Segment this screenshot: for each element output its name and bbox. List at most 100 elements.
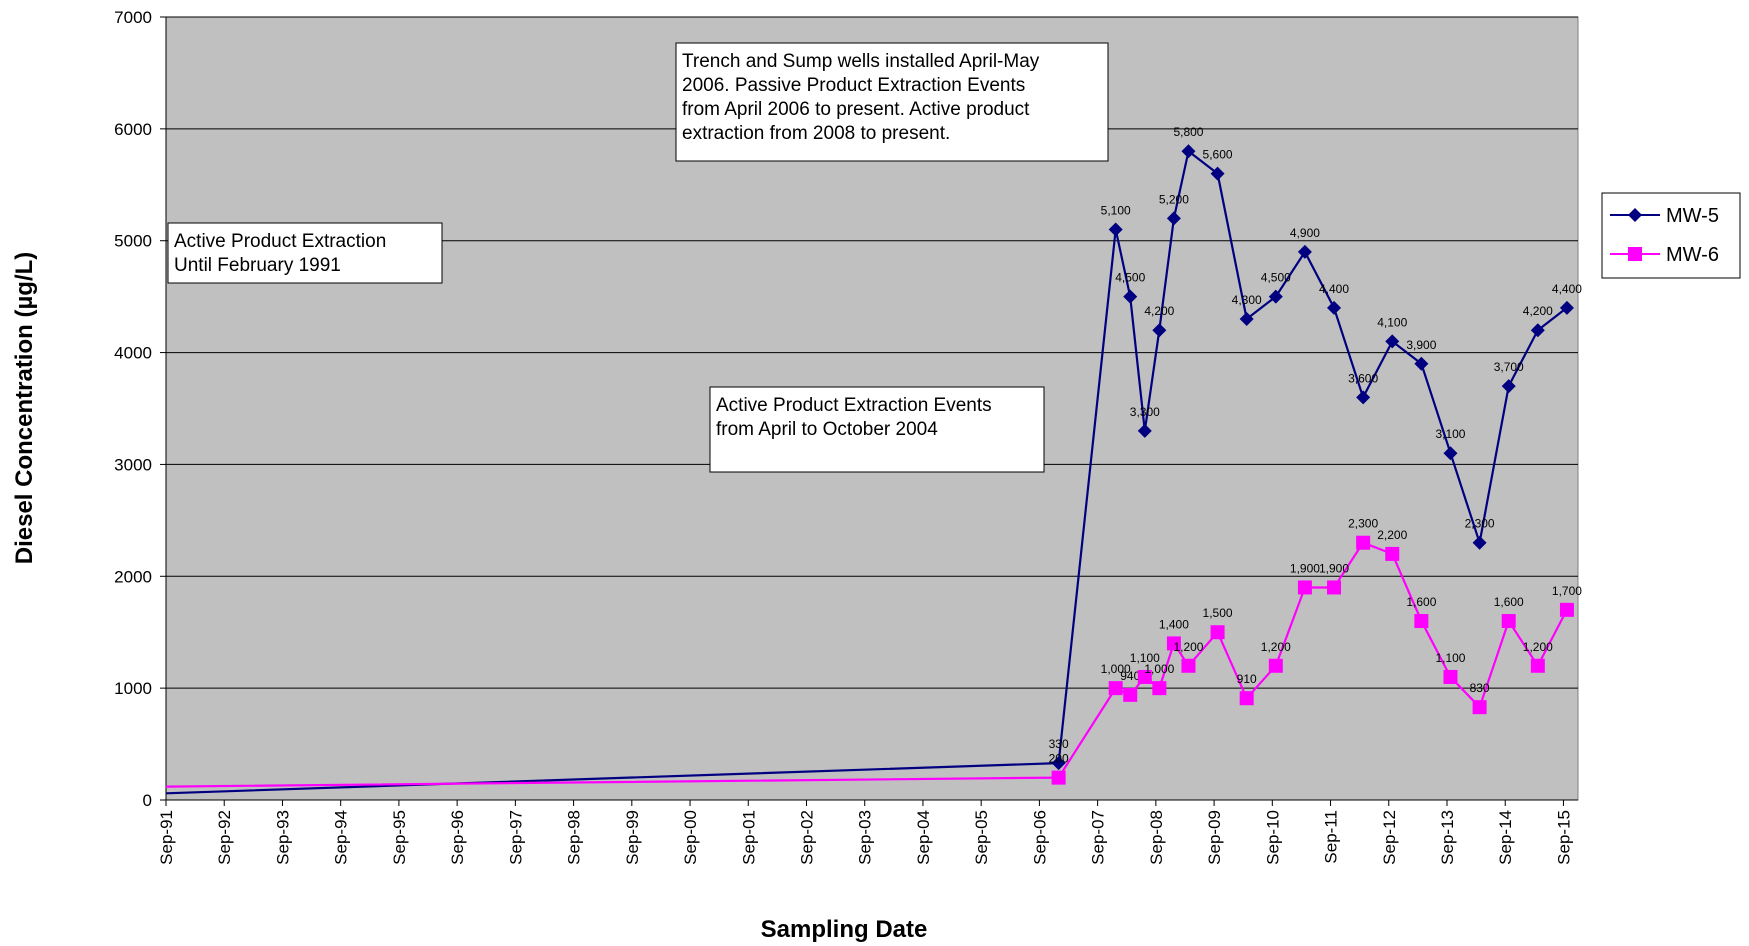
data-point <box>1530 658 1545 673</box>
data-label: 1,600 <box>1494 595 1524 609</box>
legend-box <box>1601 192 1741 279</box>
annotation-line: Trench and Sump wells installed April-Ma… <box>682 51 1040 72</box>
data-point <box>1559 300 1574 315</box>
x-tick-label: Sep-96 <box>448 810 467 865</box>
data-point <box>1297 244 1312 259</box>
data-point <box>1501 614 1516 629</box>
data-label: 2,300 <box>1465 517 1495 531</box>
y-tick-label: 6000 <box>114 120 152 139</box>
x-tick-label: Sep-98 <box>565 810 584 865</box>
data-label: 940 <box>1120 669 1140 683</box>
data-point <box>1530 323 1545 338</box>
data-point <box>1181 144 1196 159</box>
data-point <box>1327 300 1342 315</box>
data-label: 4,200 <box>1144 304 1174 318</box>
x-tick-label: Sep-09 <box>1205 810 1224 865</box>
x-tick-label: Sep-04 <box>914 810 933 865</box>
y-tick-label: 3000 <box>114 455 152 474</box>
x-tick-label: Sep-10 <box>1263 810 1282 865</box>
x-tick-label: Sep-12 <box>1380 810 1399 865</box>
data-point <box>1268 289 1283 304</box>
x-tick-label: Sep-08 <box>1147 810 1166 865</box>
data-label: 1,700 <box>1552 584 1582 598</box>
data-point <box>1327 580 1342 595</box>
data-label: 200 <box>1049 752 1069 766</box>
data-label: 3,300 <box>1130 405 1160 419</box>
data-point <box>1123 289 1138 304</box>
data-label: 1,000 <box>1101 662 1131 676</box>
x-tick-label: Sep-05 <box>972 810 991 865</box>
x-axis-ticks: Sep-91 Sep-92 Sep-93 Sep-94 Sep-95 Sep-96 Sep-… <box>157 800 1573 865</box>
y-tick-label: 5000 <box>114 232 152 251</box>
annotation-line: Active Product Extraction Events <box>716 395 992 416</box>
x-tick-label: Sep-07 <box>1089 810 1108 865</box>
data-point <box>1297 580 1312 595</box>
data-point <box>1108 681 1123 696</box>
data-label: 1,200 <box>1523 640 1553 654</box>
annotation-line: extraction from 2008 to present. <box>682 123 950 144</box>
x-tick-label: Sep-92 <box>215 810 234 865</box>
annotation-frame <box>709 386 1045 473</box>
data-label: 3,100 <box>1435 427 1465 441</box>
data-point <box>1051 756 1066 771</box>
annotation-line: 2006. Passive Product Extraction Events <box>682 75 1025 96</box>
data-point <box>1356 535 1371 550</box>
data-point <box>1501 379 1516 394</box>
data-point <box>1385 546 1400 561</box>
y-tick-label: 4000 <box>114 344 152 363</box>
annotation-box: Trench and Sump wells installed April-Ma… <box>675 42 1109 162</box>
annotation-line: Until February 1991 <box>174 255 341 276</box>
x-tick-label: Sep-91 <box>157 810 176 865</box>
x-tick-label: Sep-93 <box>273 810 292 865</box>
data-label: 910 <box>1237 672 1257 686</box>
data-point <box>1210 166 1225 181</box>
data-label: 830 <box>1470 681 1490 695</box>
data-point <box>1239 312 1254 327</box>
data-point <box>1152 681 1167 696</box>
data-label: 5,800 <box>1173 125 1203 139</box>
data-point <box>1443 446 1458 461</box>
data-point <box>1356 390 1371 405</box>
annotation-line: Active Product Extraction <box>174 231 386 252</box>
data-point <box>1414 614 1429 629</box>
data-label: 3,700 <box>1494 360 1524 374</box>
y-tick-label: 1000 <box>114 679 152 698</box>
annotations: Trench and Sump wells installed April-Ma… <box>167 42 1109 473</box>
data-label: 1,100 <box>1435 651 1465 665</box>
x-tick-label: Sep-97 <box>506 810 525 865</box>
series-mw-6: 2001,0009401,1001,0001,4001,2001,5009101… <box>165 517 1582 788</box>
data-label: 1,200 <box>1173 640 1203 654</box>
legend-marker-mw-5 <box>1628 208 1642 222</box>
data-label: 1,100 <box>1130 651 1160 665</box>
data-label: 4,100 <box>1377 315 1407 329</box>
legend: MW-5 MW-6 <box>1601 192 1741 279</box>
data-label: 4,900 <box>1290 226 1320 240</box>
data-point <box>1268 658 1283 673</box>
data-point <box>1443 669 1458 684</box>
x-tick-label: Sep-13 <box>1438 810 1457 865</box>
data-point <box>1166 636 1181 651</box>
x-tick-label: Sep-06 <box>1030 810 1049 865</box>
legend-label-mw-6: MW-6 <box>1666 244 1719 266</box>
data-label: 5,200 <box>1159 192 1189 206</box>
y-tick-label: 0 <box>143 791 152 810</box>
data-point <box>1137 669 1152 684</box>
annotation-box: Active Product Extraction Events from Apr… <box>709 386 1045 473</box>
x-tick-label: Sep-15 <box>1554 810 1573 865</box>
data-point <box>1152 323 1167 338</box>
data-point <box>1108 222 1123 237</box>
data-label: 4,400 <box>1552 282 1582 296</box>
data-point <box>1472 700 1487 715</box>
data-point <box>1181 658 1196 673</box>
x-tick-label: Sep-02 <box>797 810 816 865</box>
data-label: 3,900 <box>1406 338 1436 352</box>
annotation-line: from April to October 2004 <box>716 419 938 440</box>
data-point <box>1166 211 1181 226</box>
data-point <box>1239 691 1254 706</box>
data-label: 1,400 <box>1159 617 1189 631</box>
data-label: 330 <box>1049 737 1069 751</box>
data-label: 3,600 <box>1348 371 1378 385</box>
x-tick-label: Sep-95 <box>390 810 409 865</box>
